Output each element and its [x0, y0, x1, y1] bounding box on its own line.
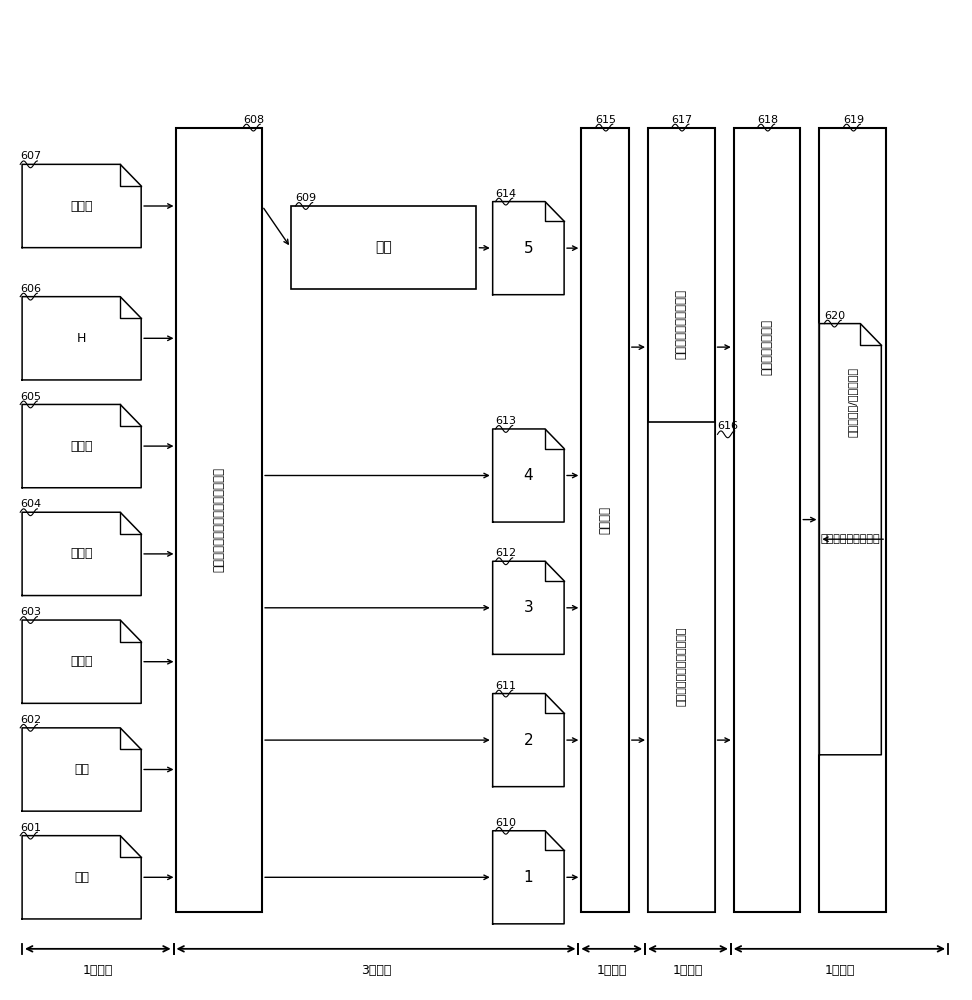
Text: 上方: 上方 [74, 763, 89, 776]
Text: 618: 618 [757, 115, 779, 125]
Polygon shape [493, 831, 564, 924]
Bar [819, 128, 886, 912]
Polygon shape [22, 512, 141, 596]
Text: 1个周期: 1个周期 [597, 964, 627, 977]
Text: 缩减运动矢量预测结果集合: 缩减运动矢量预测结果集合 [677, 627, 686, 706]
Text: 607: 607 [20, 151, 42, 161]
Text: 缩放: 缩放 [375, 241, 392, 255]
Text: 1个周期: 1个周期 [824, 964, 854, 977]
Text: 606: 606 [20, 284, 41, 294]
Text: 602: 602 [20, 715, 42, 725]
Polygon shape [22, 620, 141, 703]
Text: 610: 610 [496, 818, 516, 828]
Text: 613: 613 [496, 416, 516, 426]
Polygon shape [22, 404, 141, 488]
Polygon shape [22, 297, 141, 380]
Text: 左下方: 左下方 [70, 547, 93, 560]
Text: 左方: 左方 [74, 871, 89, 884]
Text: H: H [77, 332, 87, 345]
Text: 5: 5 [524, 241, 534, 256]
Text: 601: 601 [20, 823, 41, 833]
Text: 619: 619 [843, 115, 864, 125]
Polygon shape [22, 836, 141, 919]
Text: 第二预测结果集合: 第二预测结果集合 [760, 319, 774, 375]
Text: 617: 617 [672, 115, 693, 125]
Text: 运动矢量预测结果生成: 运动矢量预测结果生成 [675, 289, 688, 359]
Text: 608: 608 [243, 115, 264, 125]
Polygon shape [493, 561, 564, 654]
Bar [291, 206, 476, 289]
Polygon shape [819, 324, 882, 755]
Text: 左上方: 左上方 [70, 440, 93, 453]
Text: 1个周期: 1个周期 [673, 964, 703, 977]
Text: 611: 611 [496, 681, 516, 691]
Text: 检查并选择运动矢量预测结果位置: 检查并选择运动矢量预测结果位置 [213, 467, 226, 572]
Text: 1: 1 [524, 870, 534, 885]
Polygon shape [493, 202, 564, 295]
Text: 604: 604 [20, 499, 42, 509]
Text: 同位置: 同位置 [70, 200, 93, 213]
Text: 预测结果的最终列表: 预测结果的最终列表 [820, 534, 881, 544]
Text: 620: 620 [824, 311, 846, 321]
Polygon shape [493, 694, 564, 787]
Text: 右上方: 右上方 [70, 655, 93, 668]
Polygon shape [22, 728, 141, 811]
Text: 612: 612 [496, 548, 517, 558]
Polygon shape [493, 429, 564, 522]
Text: 2: 2 [524, 733, 534, 748]
Text: 605: 605 [20, 392, 41, 402]
Bar [734, 128, 800, 912]
Bar [648, 128, 714, 912]
Text: 1个周期: 1个周期 [83, 964, 113, 977]
Text: 616: 616 [717, 421, 739, 431]
Text: 615: 615 [596, 115, 616, 125]
Bar [177, 128, 262, 912]
Text: 609: 609 [295, 193, 317, 203]
Text: 3: 3 [524, 600, 534, 615]
Text: 614: 614 [496, 189, 517, 199]
Text: 4: 4 [524, 468, 534, 483]
Bar [648, 422, 714, 912]
Text: 抑制处理: 抑制处理 [599, 506, 611, 534]
Polygon shape [22, 164, 141, 248]
Text: 抑制处理和/或删减集合: 抑制处理和/或删减集合 [848, 367, 857, 437]
Text: 3个周期: 3个周期 [361, 964, 391, 977]
Bar [581, 128, 629, 912]
Text: 603: 603 [20, 607, 41, 617]
